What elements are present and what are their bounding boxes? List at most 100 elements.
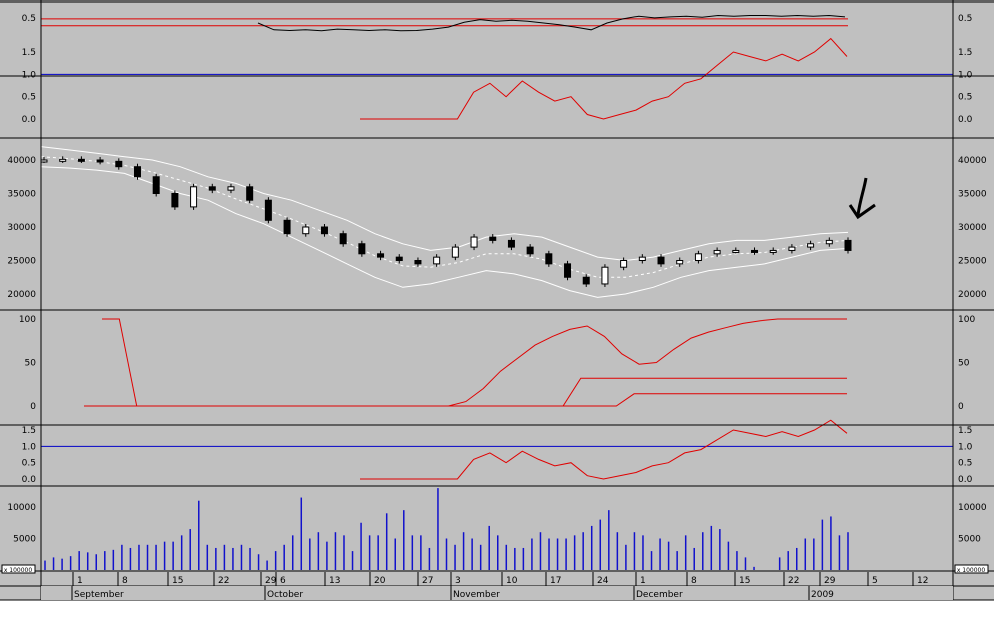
y-tick-label: 20000 <box>7 290 36 300</box>
candle <box>844 239 852 251</box>
candle <box>208 186 216 191</box>
candle <box>694 253 702 262</box>
upper-band <box>40 146 849 262</box>
candle <box>676 260 684 265</box>
candle <box>582 276 590 285</box>
day-label: 10 <box>506 576 518 586</box>
indicator-line <box>257 14 846 32</box>
candle <box>564 263 572 278</box>
candle <box>470 236 478 248</box>
stochastic-line <box>84 393 847 407</box>
y-tick-label: 10000 <box>958 503 987 513</box>
day-label: 8 <box>691 576 697 586</box>
day-label: 29 <box>265 576 277 586</box>
day-label: 22 <box>218 576 229 586</box>
candle <box>507 239 515 248</box>
y-tick-label: 1.5 <box>22 426 36 436</box>
candle <box>40 159 48 163</box>
day-label: 5 <box>872 576 878 586</box>
y-tick-label: 0.0 <box>22 115 37 125</box>
month-label: October <box>267 590 303 600</box>
day-label: 15 <box>172 576 183 586</box>
candle <box>190 186 198 208</box>
y-tick-label: 1.0 <box>22 442 37 452</box>
y-tick-label: 5000 <box>13 535 36 545</box>
candle <box>451 246 459 258</box>
y-tick-label: 1.0 <box>958 70 973 80</box>
candle <box>77 158 85 162</box>
candle <box>807 243 815 248</box>
chart-bottom-margin <box>0 600 994 628</box>
plot-layer <box>40 14 953 570</box>
y-tick-label: 30000 <box>7 223 36 233</box>
y-tick-label: 0.0 <box>22 475 37 485</box>
unit-label: x 100000 <box>957 567 986 574</box>
month-label: December <box>636 590 683 600</box>
candle <box>433 256 441 265</box>
unit-label: x 100000 <box>4 567 33 574</box>
candle <box>283 219 291 235</box>
candle <box>115 160 123 168</box>
y-tick-label: 1.0 <box>22 70 37 80</box>
month-label: 2009 <box>811 590 834 600</box>
candle <box>526 246 534 255</box>
arrow-icon <box>848 177 876 220</box>
day-label: 24 <box>597 576 609 586</box>
y-tick-label: 0.5 <box>22 459 36 469</box>
candle <box>788 246 796 251</box>
y-tick-label: 0.5 <box>22 14 36 24</box>
month-label: September <box>74 590 124 600</box>
candle <box>377 253 385 258</box>
day-label: 22 <box>788 576 799 586</box>
y-tick-label: 0.5 <box>958 93 972 103</box>
day-label: 17 <box>550 576 561 586</box>
candle <box>133 166 141 178</box>
day-label: 29 <box>824 576 836 586</box>
oscillator-line <box>360 419 848 480</box>
y-tick-label: 40000 <box>7 156 36 166</box>
y-tick-label: 0 <box>30 402 36 412</box>
unit-label-box <box>954 564 989 574</box>
day-label: 8 <box>122 576 128 586</box>
y-tick-label: 0 <box>958 402 964 412</box>
y-tick-label: 10000 <box>7 503 36 513</box>
candle <box>751 249 759 253</box>
candle <box>825 239 833 245</box>
y-tick-label: 100 <box>19 315 36 325</box>
candle <box>59 158 67 162</box>
y-tick-label: 0.5 <box>958 459 972 469</box>
candle <box>171 193 179 208</box>
day-label: 3 <box>455 576 461 586</box>
candle <box>358 243 366 255</box>
day-label: 27 <box>422 576 433 586</box>
candle <box>96 159 104 163</box>
day-label: 20 <box>374 576 386 586</box>
y-tick-label: 50 <box>958 359 970 369</box>
y-tick-label: 0.0 <box>958 475 973 485</box>
candle <box>320 226 328 235</box>
middle-band <box>40 156 849 278</box>
day-label: 1 <box>77 576 83 586</box>
candle <box>732 249 740 253</box>
candle <box>302 226 310 235</box>
y-tick-label: 1.5 <box>958 48 972 58</box>
day-label: 1 <box>640 576 646 586</box>
lower-band <box>40 166 849 298</box>
day-label: 15 <box>739 576 750 586</box>
month-label: November <box>453 590 500 600</box>
y-tick-label: 5000 <box>958 535 981 545</box>
candle <box>769 249 777 253</box>
candle <box>246 186 254 201</box>
y-tick-label: 0.0 <box>958 115 973 125</box>
candle <box>601 266 609 285</box>
y-tick-label: 1.0 <box>958 442 973 452</box>
day-label: 12 <box>917 576 928 586</box>
candle <box>713 249 721 255</box>
candle <box>152 176 160 194</box>
day-label: 6 <box>280 576 286 586</box>
unit-label-box <box>1 564 36 574</box>
y-tick-label: 0.5 <box>22 93 36 103</box>
y-tick-label: 1.5 <box>958 426 972 436</box>
candle <box>489 236 497 241</box>
